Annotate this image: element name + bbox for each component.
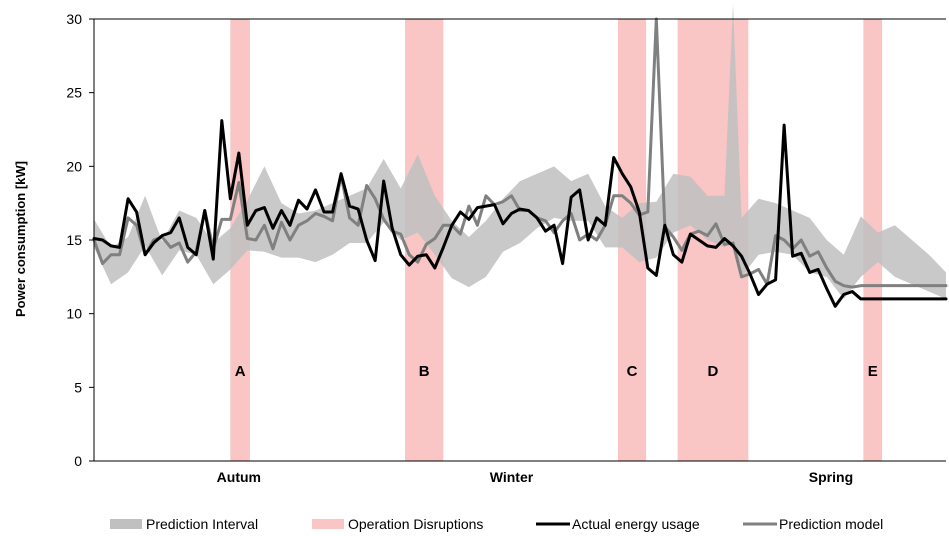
y-tick-label: 25: [66, 85, 82, 101]
disruption-label-e: E: [868, 363, 878, 380]
legend-label: Actual energy usage: [572, 516, 700, 532]
disruption-label-b: B: [419, 363, 430, 380]
axes: [89, 18, 946, 462]
disruption-label-a: A: [235, 363, 246, 380]
legend-label: Operation Disruptions: [348, 516, 483, 532]
series-lines: [92, 17, 948, 308]
category-labels: Autum Winter Spring: [217, 469, 853, 485]
prediction-interval-area: [94, 4, 946, 299]
category-label-spring: Spring: [809, 469, 853, 485]
disruption-label-d: D: [708, 363, 719, 380]
legend-swatch: [110, 519, 142, 529]
y-tick-label: 20: [66, 158, 82, 174]
prediction-interval-band: [94, 4, 946, 299]
legend: Prediction Interval Operation Disruptions…: [110, 516, 883, 532]
y-tick-label: 0: [74, 453, 82, 469]
y-tick-label: 5: [74, 379, 82, 395]
category-label-winter: Winter: [490, 469, 534, 485]
legend-swatch: [312, 519, 344, 529]
y-axis-title: Power consumption [kW]: [13, 161, 28, 317]
y-tick-label: 10: [66, 306, 82, 322]
y-tick-label: 30: [66, 11, 82, 27]
category-label-autum: Autum: [217, 469, 261, 485]
disruption-label-c: C: [627, 363, 638, 380]
y-tick-label: 15: [66, 232, 82, 248]
y-tick-labels: 0 5 10 15 20 25 30: [66, 11, 82, 469]
actual-energy-usage-line: [92, 119, 948, 308]
legend-label: Prediction Interval: [146, 516, 258, 532]
legend-label: Prediction model: [779, 516, 883, 532]
disruption-labels: A B C D E: [235, 363, 878, 380]
